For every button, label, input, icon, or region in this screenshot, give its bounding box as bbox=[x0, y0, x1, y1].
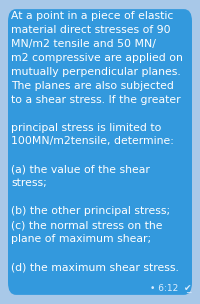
Text: to a shear stress. If the greater: to a shear stress. If the greater bbox=[11, 95, 181, 105]
Text: mutually perpendicular planes.: mutually perpendicular planes. bbox=[11, 67, 181, 77]
FancyBboxPatch shape bbox=[8, 9, 192, 295]
Text: (a) the value of the shear: (a) the value of the shear bbox=[11, 164, 150, 174]
Text: 100MN/m2tensile, determine:: 100MN/m2tensile, determine: bbox=[11, 136, 174, 147]
Text: plane of maximum shear;: plane of maximum shear; bbox=[11, 234, 151, 244]
Text: material direct stresses of 90: material direct stresses of 90 bbox=[11, 25, 171, 35]
Text: At a point in a piece of elastic: At a point in a piece of elastic bbox=[11, 11, 173, 21]
Text: stress;: stress; bbox=[11, 178, 47, 188]
Text: MN/m2 tensile and 50 MN/: MN/m2 tensile and 50 MN/ bbox=[11, 39, 156, 49]
Text: (c) the normal stress on the: (c) the normal stress on the bbox=[11, 220, 162, 230]
Text: The planes are also subjected: The planes are also subjected bbox=[11, 81, 174, 91]
Text: (d) the maximum shear stress.: (d) the maximum shear stress. bbox=[11, 262, 179, 272]
Text: m2 compressive are applied on: m2 compressive are applied on bbox=[11, 53, 183, 63]
Text: (b) the other principal stress;: (b) the other principal stress; bbox=[11, 206, 170, 216]
Text: principal stress is limited to: principal stress is limited to bbox=[11, 123, 161, 133]
Text: • 6:12  ✔̲: • 6:12 ✔̲ bbox=[151, 283, 192, 292]
